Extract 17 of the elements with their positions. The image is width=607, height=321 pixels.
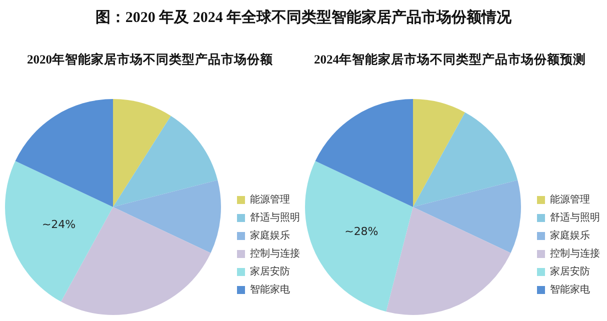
data-label: ~24% bbox=[42, 218, 76, 232]
text: 图：2020 年及 2024 年全球不同类型智能家居产品市场份额情况 bbox=[94, 8, 513, 27]
legend-label: 控制与连接 bbox=[250, 248, 300, 260]
legend-label: 家庭娱乐 bbox=[250, 230, 290, 242]
chart-title: 2020年智能家居市场不同类型产品市场份额 bbox=[27, 52, 274, 66]
legend-label: 舒适与照明 bbox=[550, 212, 600, 224]
legend-label: 能源管理 bbox=[550, 194, 590, 206]
legend-label: 家庭娱乐 bbox=[550, 230, 590, 242]
legend-label: 舒适与照明 bbox=[250, 212, 300, 224]
legend-label: 家居安防 bbox=[550, 266, 590, 278]
legend-label: 家居安防 bbox=[250, 266, 290, 278]
legend-label: 控制与连接 bbox=[550, 248, 600, 260]
legend-label: 能源管理 bbox=[250, 194, 290, 206]
legend-label: 智能家电 bbox=[250, 284, 290, 296]
chart-title: 2024年智能家居市场不同类型产品市场份额预测 bbox=[314, 52, 586, 66]
data-label: ~28% bbox=[344, 224, 378, 238]
legend-label: 智能家电 bbox=[550, 284, 590, 296]
